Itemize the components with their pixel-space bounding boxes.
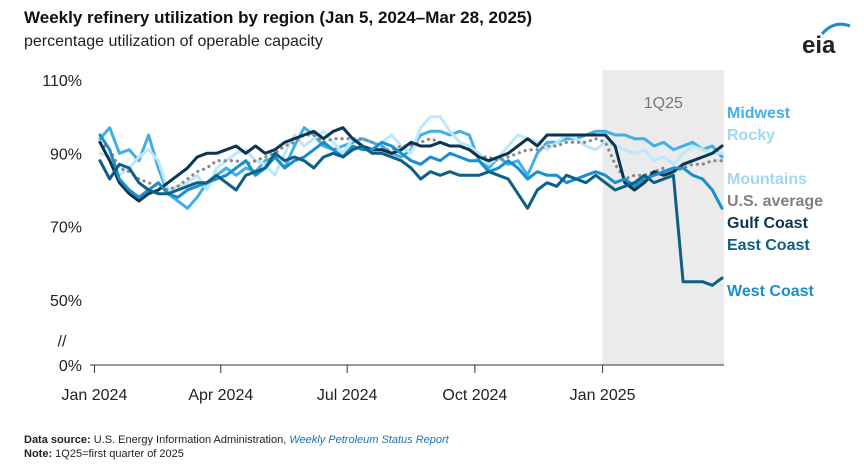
source-line: Data source: U.S. Energy Information Adm…: [24, 433, 449, 447]
eia-logo: eia: [802, 22, 851, 56]
series-label: U.S. average: [727, 193, 823, 210]
shaded-region: [602, 70, 724, 365]
chart-title: Weekly refinery utilization by region (J…: [24, 8, 533, 27]
chart-subtitle: percentage utilization of operable capac…: [24, 33, 323, 50]
series-layer: [98, 115, 724, 287]
axis-break-mark: //: [58, 334, 67, 351]
series-label-layer: Midwest Rocky Mountains U.S. average Gulf Co…: [727, 105, 823, 300]
series-label: Rocky: [727, 127, 775, 144]
x-tick-label: Oct 2024: [442, 387, 507, 404]
series-label: Mountains: [727, 171, 807, 188]
chart-footer: Data source: U.S. Energy Information Adm…: [24, 433, 449, 461]
y-tick-label: 0%: [59, 358, 82, 375]
chart-area: 1Q25 110% 90% 70% 50% 0% // Jan 2024 Apr 2024 Ju…: [42, 70, 823, 404]
note-text: 1Q25=first quarter of 2025: [55, 448, 184, 460]
x-tick-label: Jan 2024: [62, 387, 128, 404]
note-line: Note: 1Q25=first quarter of 2025: [24, 447, 449, 461]
shaded-region-label: 1Q25: [644, 95, 683, 112]
series-line-gulf-coast: [98, 126, 724, 203]
axis-layer: 110% 90% 70% 50% 0% // Jan 2024 Apr 2024 Jul 202…: [42, 73, 724, 404]
x-tick-label: Apr 2024: [188, 387, 253, 404]
series-line-east-coast: [98, 144, 724, 287]
shaded-region-layer: 1Q25: [602, 70, 724, 365]
series-label: Gulf Coast: [727, 215, 809, 232]
source-label: Data source:: [24, 434, 91, 446]
series-label: Midwest: [727, 105, 791, 122]
series-label: East Coast: [727, 237, 810, 254]
y-tick-label: 110%: [42, 73, 82, 90]
eia-logo-arc: [820, 22, 851, 36]
y-tick-label: 70%: [50, 220, 82, 237]
x-tick-label: Jul 2024: [317, 387, 378, 404]
note-label: Note:: [24, 448, 53, 460]
eia-logo-text: eia: [802, 32, 836, 56]
y-tick-label: 50%: [50, 293, 82, 310]
source-link[interactable]: Weekly Petroleum Status Report: [289, 434, 449, 446]
source-text: U.S. Energy Information Administration,: [93, 434, 287, 446]
series-label: West Coast: [727, 283, 815, 300]
series-line-u-s-average: [98, 133, 724, 192]
x-tick-label: Jan 2025: [570, 387, 636, 404]
y-tick-label: 90%: [50, 146, 82, 163]
